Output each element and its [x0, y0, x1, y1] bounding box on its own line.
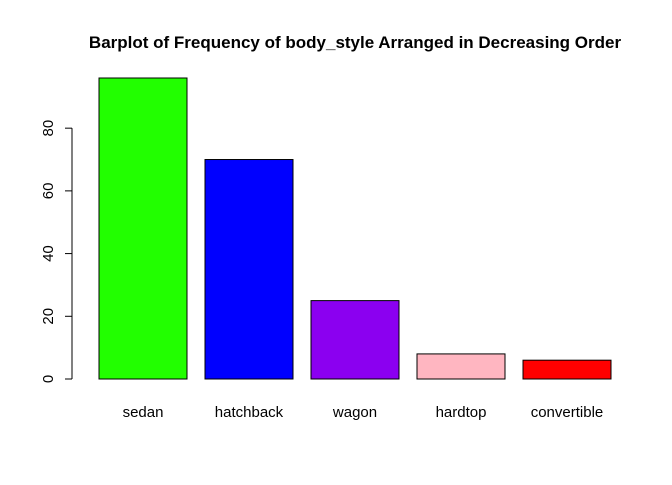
bar-hatchback	[204, 159, 294, 380]
bar-hardtop	[416, 353, 506, 380]
bar-convertible	[522, 359, 612, 380]
bars	[98, 77, 612, 380]
x-category-label: sedan	[123, 404, 164, 421]
x-category-label: wagon	[332, 404, 377, 421]
y-axis: 0 20 40 60 80	[40, 120, 73, 383]
y-tick-label: 20	[40, 308, 57, 325]
y-tick-label: 80	[40, 120, 57, 137]
x-category-label: hatchback	[215, 404, 284, 421]
bar-wagon	[310, 300, 400, 380]
chart-title: Barplot of Frequency of body_style Arran…	[89, 33, 622, 52]
x-axis-labels: sedan hatchback wagon hardtop convertible	[123, 404, 604, 421]
y-tick-label: 60	[40, 183, 57, 200]
y-tick-label: 0	[40, 375, 57, 383]
bar-sedan	[98, 77, 188, 380]
x-category-label: hardtop	[436, 404, 487, 421]
x-category-label: convertible	[531, 404, 604, 421]
y-tick-label: 40	[40, 245, 57, 262]
